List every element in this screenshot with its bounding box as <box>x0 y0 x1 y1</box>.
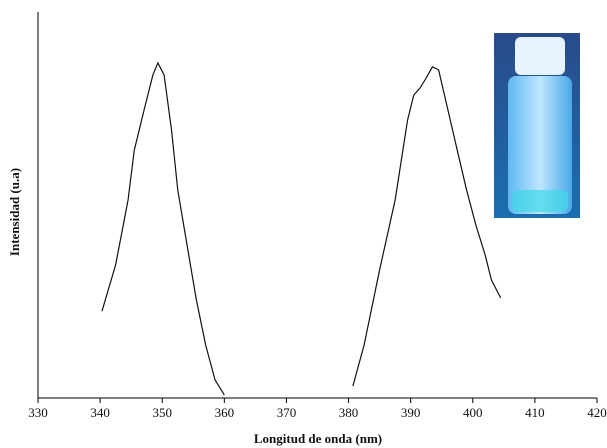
spectrum-line <box>101 61 502 396</box>
x-tick-label: 330 <box>28 405 48 420</box>
x-tick-label: 390 <box>401 405 421 420</box>
x-tick-label: 350 <box>152 405 172 420</box>
x-tick-label: 340 <box>90 405 110 420</box>
x-tick-label: 360 <box>215 405 235 420</box>
y-axis-title: Intensidad (u.a) <box>7 168 22 256</box>
x-tick-label: 400 <box>463 405 483 420</box>
x-tick-label: 410 <box>525 405 545 420</box>
x-tick-label: 420 <box>587 405 607 420</box>
inset-photo <box>494 33 580 218</box>
x-tick-label: 370 <box>277 405 297 420</box>
x-tick-label: 380 <box>339 405 359 420</box>
x-axis-title: Longitud de onda (nm) <box>254 431 382 446</box>
